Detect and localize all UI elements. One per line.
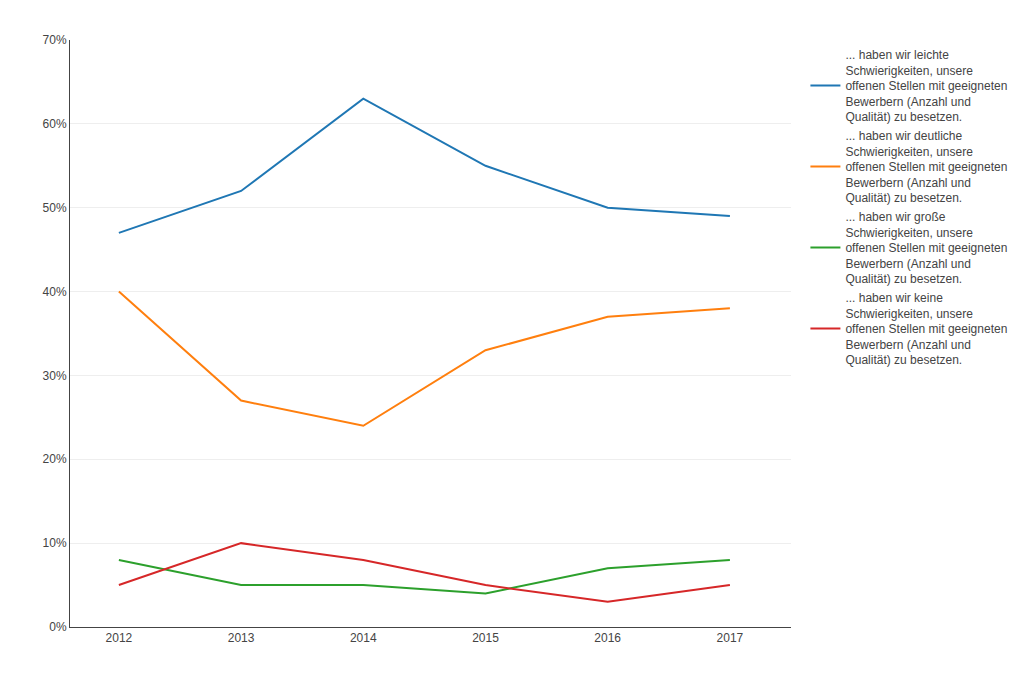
svg-text:20%: 20% [43, 452, 67, 466]
svg-text:2014: 2014 [350, 631, 377, 645]
svg-text:... haben wir großeSchwierigke: ... haben wir großeSchwierigkeiten, unse… [845, 210, 1007, 286]
svg-text:0%: 0% [49, 620, 67, 634]
svg-text:2017: 2017 [717, 631, 744, 645]
svg-text:50%: 50% [43, 201, 67, 215]
svg-text:... haben wir keineSchwierigke: ... haben wir keineSchwierigkeiten, unse… [845, 291, 1007, 367]
svg-text:30%: 30% [43, 369, 67, 383]
svg-text:60%: 60% [43, 117, 67, 131]
svg-text:2015: 2015 [472, 631, 499, 645]
svg-text:70%: 70% [43, 33, 67, 47]
svg-text:2012: 2012 [106, 631, 133, 645]
svg-text:2013: 2013 [228, 631, 255, 645]
svg-text:... haben wir deutlicheSchwier: ... haben wir deutlicheSchwierigkeiten, … [845, 129, 1007, 205]
svg-text:10%: 10% [43, 536, 67, 550]
svg-text:40%: 40% [43, 285, 67, 299]
svg-text:... haben wir leichteSchwierig: ... haben wir leichteSchwierigkeiten, un… [845, 48, 1007, 124]
svg-text:2016: 2016 [594, 631, 621, 645]
